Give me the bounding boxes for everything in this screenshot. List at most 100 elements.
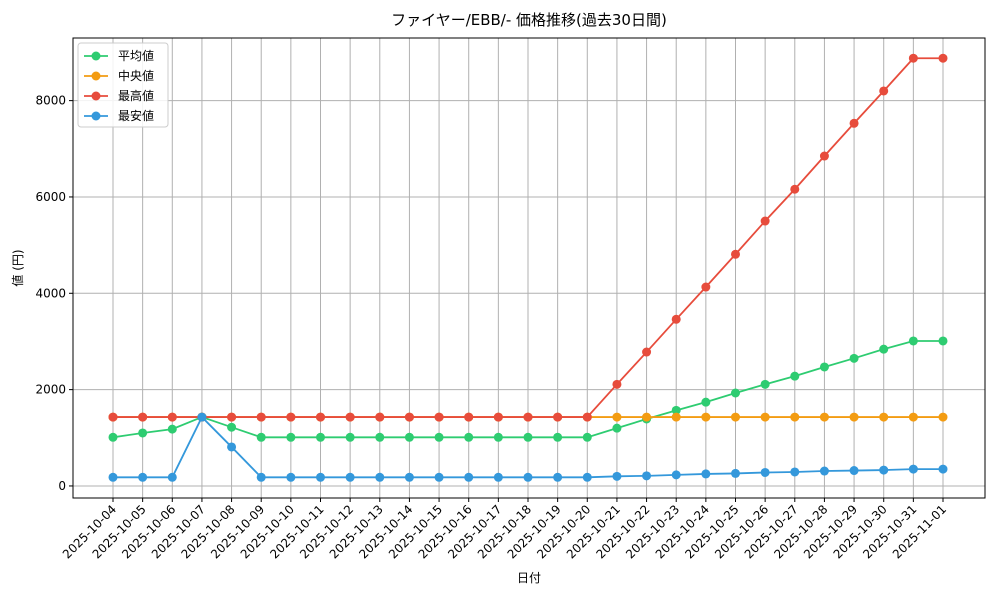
y-axis-label: 値 (円) <box>10 249 25 286</box>
legend-marker <box>91 111 101 121</box>
data-point <box>286 432 296 442</box>
data-point <box>701 469 711 479</box>
data-point <box>167 424 177 434</box>
data-point <box>493 472 503 482</box>
data-point <box>790 412 800 422</box>
data-point <box>908 464 918 474</box>
data-point <box>582 472 592 482</box>
data-point <box>434 412 444 422</box>
data-point <box>553 472 563 482</box>
data-point <box>316 412 325 422</box>
data-point <box>197 412 207 422</box>
data-point <box>731 388 740 398</box>
data-point <box>671 314 681 324</box>
data-point <box>731 468 740 478</box>
data-point <box>553 412 563 422</box>
legend-marker <box>91 51 101 61</box>
data-point <box>849 412 859 422</box>
data-point <box>464 432 474 442</box>
legend-box <box>77 42 169 128</box>
legend-marker <box>91 91 101 101</box>
data-point <box>612 471 622 481</box>
data-point <box>879 344 889 354</box>
data-point <box>464 412 474 422</box>
data-point <box>316 432 325 442</box>
data-point <box>286 472 296 482</box>
data-point <box>404 432 414 442</box>
data-point <box>553 432 563 442</box>
data-point <box>701 397 711 407</box>
data-point <box>375 432 385 442</box>
y-tick-label: 2000 <box>35 383 66 397</box>
data-point <box>819 466 829 476</box>
data-point <box>849 466 859 476</box>
data-point <box>879 412 889 422</box>
data-point <box>493 432 503 442</box>
data-point <box>879 86 889 96</box>
data-point <box>256 412 266 422</box>
data-point <box>612 379 622 389</box>
data-point <box>908 336 918 346</box>
data-point <box>167 412 177 422</box>
data-point <box>227 422 237 432</box>
chart-title: ファイヤー/EBB/- 価格推移(過去30日間) <box>391 11 667 29</box>
data-point <box>375 412 385 422</box>
legend-label: 最安値 <box>118 108 154 123</box>
data-point <box>227 442 237 452</box>
data-point <box>256 432 266 442</box>
data-point <box>167 472 177 482</box>
data-point <box>849 118 859 128</box>
data-point <box>434 472 444 482</box>
data-point <box>286 412 296 422</box>
data-point <box>790 371 800 381</box>
data-point <box>345 412 355 422</box>
data-point <box>642 347 652 357</box>
data-point <box>849 353 859 363</box>
data-point <box>138 472 148 482</box>
data-point <box>404 412 414 422</box>
data-point <box>908 412 918 422</box>
data-point <box>612 423 622 433</box>
y-tick-label: 8000 <box>35 94 66 108</box>
y-tick-label: 6000 <box>35 190 66 204</box>
data-point <box>671 405 681 415</box>
data-point <box>938 336 948 346</box>
data-point <box>938 412 948 422</box>
data-point <box>642 471 652 481</box>
data-point <box>760 379 770 389</box>
data-point <box>256 472 266 482</box>
data-point <box>760 216 770 226</box>
data-point <box>434 432 444 442</box>
data-point <box>523 432 533 442</box>
data-point <box>493 412 503 422</box>
data <box>108 53 948 482</box>
data-point <box>582 412 592 422</box>
legend-label: 最高値 <box>118 88 154 103</box>
data-point <box>108 472 118 482</box>
data-point <box>345 432 355 442</box>
data-point <box>612 412 622 422</box>
data-point <box>790 184 800 194</box>
data-point <box>879 465 889 475</box>
legend-label: 平均値 <box>118 48 154 63</box>
data-point <box>316 472 325 482</box>
data-point <box>138 412 148 422</box>
data-point <box>345 472 355 482</box>
x-axis-label: 日付 <box>517 571 541 585</box>
data-point <box>227 412 237 422</box>
data-point <box>404 472 414 482</box>
data-point <box>938 53 948 63</box>
plot-frame <box>72 37 986 499</box>
data-point <box>908 53 918 63</box>
data-point <box>731 412 740 422</box>
data-point <box>671 412 681 422</box>
data-point <box>108 432 118 442</box>
data-point <box>108 412 118 422</box>
data-point <box>819 151 829 161</box>
y-tick-label: 4000 <box>35 286 66 300</box>
y-tick-label: 0 <box>58 479 66 493</box>
data-point <box>819 412 829 422</box>
data-point <box>701 282 711 292</box>
